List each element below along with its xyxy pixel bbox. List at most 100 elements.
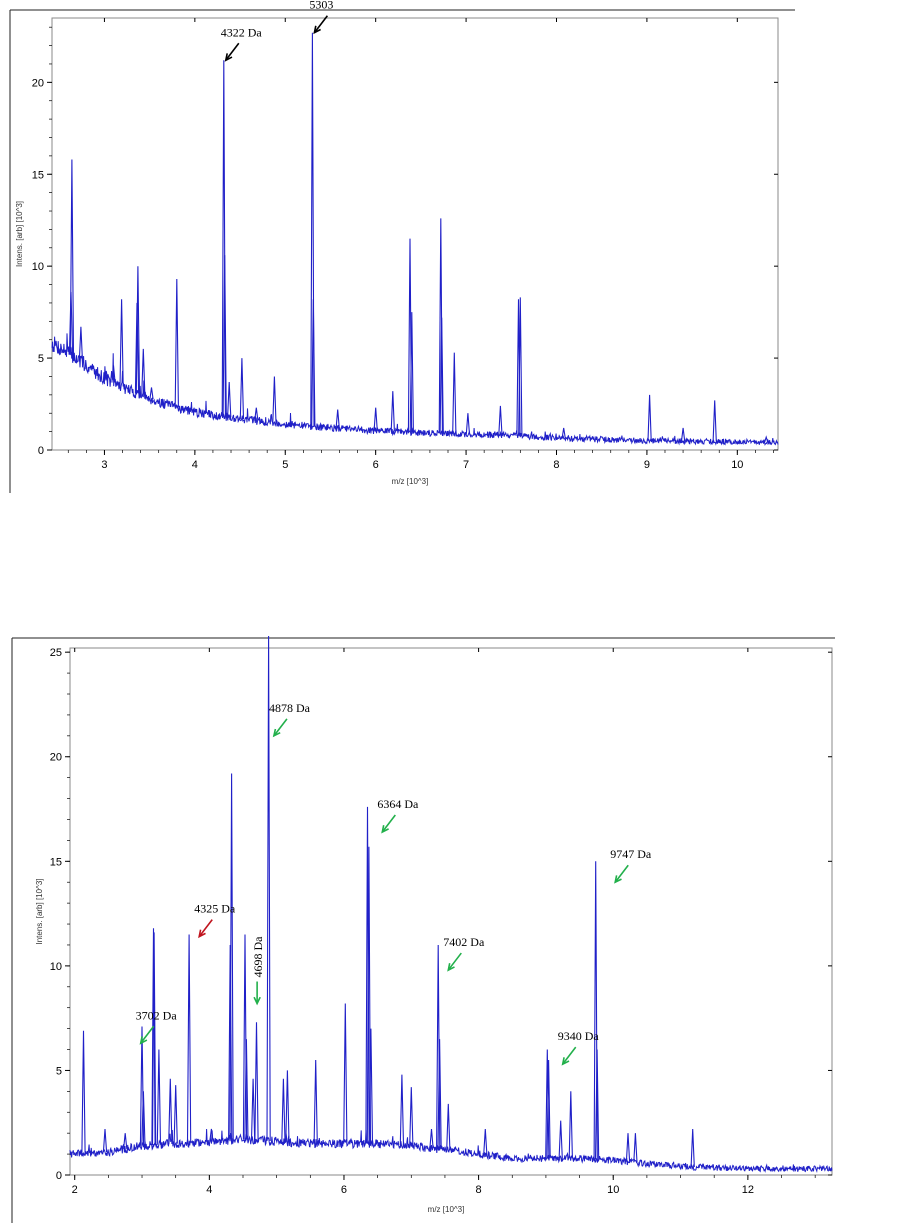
spectrum-peak-2-2 bbox=[123, 1133, 128, 1149]
spectrum-peak-1-32 bbox=[647, 394, 652, 441]
spectrum-peak-2-25 bbox=[368, 1028, 374, 1144]
y-axis-title-1: Intens. [arb] [10^3] bbox=[15, 201, 24, 267]
spectrum-peak-1-9 bbox=[149, 387, 154, 400]
y-tick-label-2-3: 15 bbox=[50, 856, 62, 868]
y-tick-label-2-5: 25 bbox=[50, 647, 62, 659]
spectrum-peak-2-30 bbox=[437, 1039, 442, 1150]
y-tick-label-2-4: 20 bbox=[50, 752, 62, 764]
spectrum-peak-1-25 bbox=[439, 317, 444, 434]
annotation-arrowhead-2-3 bbox=[272, 728, 281, 738]
spectrum-peak-1-33 bbox=[680, 427, 686, 442]
spectrum-peak-1-21 bbox=[390, 391, 395, 432]
x-tick-label-1-6: 9 bbox=[644, 459, 650, 471]
spectrum-peak-2-21 bbox=[313, 1059, 318, 1144]
spectrum-peak-2-7 bbox=[156, 1049, 162, 1145]
spectrum-peak-1-34 bbox=[712, 400, 717, 442]
spectrum-peak-1-30 bbox=[518, 297, 523, 436]
spectrum-peak-2-27 bbox=[409, 1087, 414, 1146]
annotation-arrow-1-1 bbox=[313, 15, 329, 34]
x-tick-label-2-4: 10 bbox=[607, 1184, 619, 1196]
spectrum-peak-1-20 bbox=[373, 407, 378, 431]
spectrum-peak-2-31 bbox=[446, 1103, 451, 1151]
x-tick-label-1-1: 4 bbox=[192, 459, 198, 471]
spectrum-peak-2-5 bbox=[151, 928, 156, 1146]
annotation-label-2-2: 4698 Da bbox=[251, 936, 265, 978]
spectrum-peak-1-3 bbox=[104, 370, 109, 380]
spectrum-peak-2-16 bbox=[250, 1078, 256, 1141]
annotation-arrowhead-2-5 bbox=[447, 963, 455, 972]
annotation-label-1-1: 5303 bbox=[309, 0, 333, 12]
spectrum-peak-2-24 bbox=[366, 846, 372, 1144]
y-tick-label-1-1: 5 bbox=[38, 353, 44, 365]
spectrum-baseline-1 bbox=[51, 333, 779, 446]
x-tick-label-2-5: 12 bbox=[742, 1184, 754, 1196]
x-axis-title-2: m/z [10^3] bbox=[428, 1205, 465, 1214]
annotation-arrow-2-4 bbox=[381, 814, 396, 833]
y-tick-label-1-4: 20 bbox=[32, 77, 44, 89]
spectrum-peak-2-15 bbox=[244, 1039, 249, 1140]
spectrum-peak-2-6 bbox=[151, 932, 157, 1146]
annotation-arrow-2-0 bbox=[140, 1025, 155, 1044]
spectrum-peak-2-0 bbox=[81, 1030, 86, 1154]
spectrum-peak-2-39 bbox=[625, 1133, 631, 1162]
spectrum-peak-1-27 bbox=[465, 413, 471, 435]
spectrum-peak-2-22 bbox=[343, 1003, 348, 1144]
x-tick-label-2-2: 6 bbox=[341, 1184, 347, 1196]
spectrum-peak-1-16 bbox=[272, 376, 277, 423]
spectrum-peak-1-35 bbox=[764, 435, 769, 443]
spectrum-peak-2-41 bbox=[690, 1128, 695, 1168]
annotation-label-2-3: 4878 Da bbox=[269, 701, 311, 715]
spectrum-peak-1-7 bbox=[134, 302, 140, 394]
y-tick-label-1-3: 15 bbox=[32, 169, 44, 181]
plot-area-1 bbox=[51, 17, 779, 451]
x-tick-label-1-4: 7 bbox=[463, 459, 469, 471]
spectrum-peak-1-0 bbox=[69, 159, 75, 356]
spectrum-peak-1-31 bbox=[561, 427, 566, 439]
x-tick-label-1-2: 5 bbox=[282, 459, 288, 471]
spectrum-peak-1-14 bbox=[239, 358, 245, 420]
spectrum-peak-2-38 bbox=[594, 1049, 600, 1160]
annotation-arrowhead-2-1 bbox=[198, 929, 206, 939]
annotation-label-2-0: 3702 Da bbox=[136, 1008, 178, 1022]
spectrum-peak-2-12 bbox=[228, 944, 233, 1141]
y-tick-label-1-2: 10 bbox=[32, 261, 44, 273]
annotation-arrowhead-2-4 bbox=[381, 825, 389, 834]
annotation-arrowhead-2-6 bbox=[561, 1057, 570, 1066]
x-axis-title-1: m/z [10^3] bbox=[392, 477, 429, 486]
spectrum-peak-2-33 bbox=[545, 1049, 550, 1159]
spectrum-peak-1-28 bbox=[498, 405, 503, 436]
spectrum-peak-2-36 bbox=[568, 1091, 573, 1159]
annotation-arrow-2-1 bbox=[198, 919, 213, 938]
spectrum-peak-1-23 bbox=[409, 312, 414, 433]
spectrum-peak-2-11 bbox=[209, 1128, 214, 1142]
annotation-arrowhead-2-2 bbox=[253, 996, 261, 1006]
spectrum-peak-2-35 bbox=[558, 1120, 563, 1159]
spectrum-peak-1-13 bbox=[227, 381, 232, 418]
x-tick-label-1-7: 10 bbox=[731, 459, 743, 471]
spectrum-peak-2-20 bbox=[285, 1070, 290, 1143]
spectrum-peak-2-28 bbox=[429, 1128, 434, 1149]
annotation-label-2-1: 4325 Da bbox=[194, 902, 236, 916]
spectrum-peak-2-18 bbox=[266, 635, 271, 1142]
annotation-arrow-2-5 bbox=[447, 952, 462, 971]
spectrum-peak-2-40 bbox=[633, 1133, 638, 1163]
spectrum-chart-1: 3 4 5 6 7 8 9 10 0 5 10 15 20 m/z [10^3] Intens. [arb]… bbox=[0, 0, 900, 500]
annotation-label-2-6: 9340 Da bbox=[558, 1029, 600, 1043]
annotation-arrowhead-2-0 bbox=[139, 1036, 148, 1045]
x-tick-label-2-1: 4 bbox=[206, 1184, 212, 1196]
spectrum-peak-1-10 bbox=[174, 278, 179, 408]
annotation-arrow-2-6 bbox=[562, 1046, 577, 1065]
annotation-arrowhead-1-0 bbox=[224, 53, 233, 62]
spectrum-peak-2-9 bbox=[173, 1085, 178, 1144]
y-tick-label-2-2: 10 bbox=[50, 961, 62, 973]
spectrum-peak-2-10 bbox=[186, 934, 192, 1143]
spectrum-peak-2-32 bbox=[483, 1128, 488, 1155]
spectrum-peak-1-17 bbox=[310, 32, 315, 427]
spectrum-chart-2-svg: 2 4 6 8 10 12 0 5 10 15 20 25 m/z [10^3] Intens. [arb… bbox=[11, 635, 835, 1223]
annotation-label-2-4: 6364 Da bbox=[377, 797, 419, 811]
annotation-label-2-5: 7402 Da bbox=[443, 935, 485, 949]
x-tick-label-2-0: 2 bbox=[72, 1184, 78, 1196]
spectrum-peak-2-19 bbox=[281, 1078, 286, 1143]
y-axis-title-2: Intens. [arb] [10^3] bbox=[35, 878, 44, 944]
spectrum-peak-1-2 bbox=[78, 326, 84, 362]
